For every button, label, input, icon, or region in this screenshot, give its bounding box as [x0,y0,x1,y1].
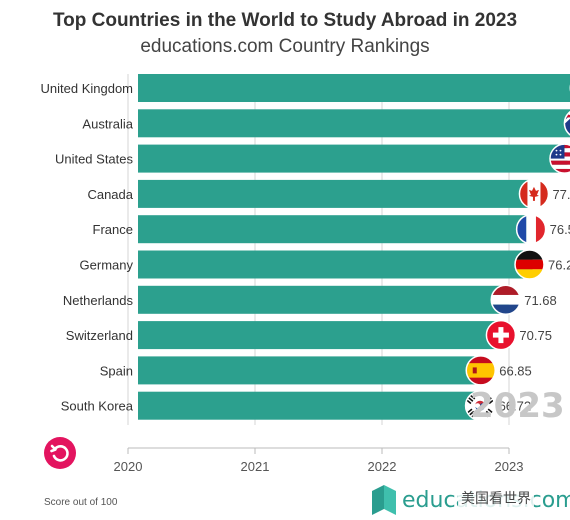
category-label: Netherlands [63,293,134,308]
bar-row: Germany 76.28 [80,249,570,280]
bar-row: Spain 66.85 [100,355,532,386]
bar-row: United States83.04 [55,143,570,174]
value-label: 66.85 [499,363,532,378]
bar-row: United Kingdom86.97 [41,74,570,102]
bar [138,215,535,244]
watermark-text: 美国看世界 [458,488,534,508]
bar-row: Australia85.83 [82,108,570,138]
bar [138,109,570,138]
bar [138,356,484,385]
germany-flag-icon [514,249,545,280]
france-flag-icon [515,213,547,245]
canada-flag-icon [518,178,550,210]
category-label: United States [55,152,134,167]
category-label: Canada [87,187,133,202]
bar [138,144,568,173]
value-label: 66.72 [499,399,532,414]
bar [138,250,533,279]
bar-chart: 2020 2021 2022 2023 United Kingdom86.97 Austr… [41,74,570,474]
current-year-label: 2023 [470,386,565,426]
value-label: 70.75 [519,328,552,343]
category-label: France [93,222,133,237]
bar [138,74,570,102]
value-label: 76.28 [548,258,570,273]
spain-flag-icon [465,355,496,386]
category-label: Germany [80,258,134,273]
x-tick-label: 2020 [114,459,143,474]
x-tick-label: 2021 [241,459,270,474]
bar-row: France 76.59 [93,213,570,245]
category-label: Switzerland [66,328,133,343]
south-korea-flag-icon [464,390,496,421]
replay-icon [50,444,69,462]
chart-subtitle: educations.com Country Rankings [140,36,430,57]
value-label: 76.59 [550,222,570,237]
replay-button[interactable] [44,437,76,469]
bar [138,285,509,314]
x-tick-label: 2022 [368,459,397,474]
bar-row: Netherlands 71.68 [63,284,557,316]
bar-row: South Korea 66.72 [61,390,532,421]
score-footnote: Score out of 100 [44,497,118,508]
netherlands-flag-icon [490,284,521,316]
bar [138,179,537,208]
bar-row: Switzerland 70.75 [66,319,552,351]
value-label: 71.68 [524,293,557,308]
category-label: Spain [100,363,133,378]
value-label: 77.14 [552,187,570,202]
bar [138,391,484,420]
chart-title: Top Countries in the World to Study Abro… [52,10,518,31]
bar [138,321,504,350]
bar-row: Canada 77.14 [87,178,570,210]
category-label: Australia [82,116,133,131]
educations-logo-icon [372,485,396,515]
x-tick-label: 2023 [495,459,524,474]
switzerland-flag-icon [485,319,517,351]
category-label: United Kingdom [41,81,134,96]
category-label: South Korea [61,399,134,414]
